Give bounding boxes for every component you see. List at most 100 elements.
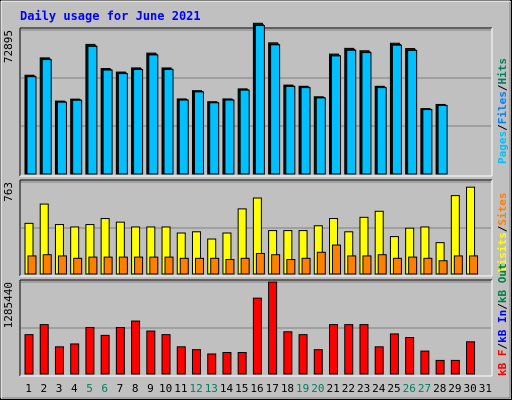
bar-kbf-day-30 [466, 341, 476, 375]
x-tick-label: 28 [433, 382, 446, 395]
bar-sites-day-6 [103, 256, 113, 275]
bar-kbf-day-18 [283, 331, 293, 375]
x-tick-label: 14 [220, 382, 234, 395]
bar-sites-day-8 [134, 256, 144, 275]
x-tick-label: 7 [117, 382, 124, 395]
bar-kbf-day-4 [70, 343, 80, 375]
bar-sites-day-16 [255, 253, 265, 275]
bar-sites-day-13 [210, 257, 220, 275]
bar-pages-day-6 [102, 69, 113, 175]
bar-pages-day-21 [331, 55, 342, 175]
bar-sites-day-21 [332, 244, 342, 275]
bar-kbf-day-7 [115, 326, 125, 375]
bar-pages-day-3 [56, 101, 67, 175]
bar-pages-day-19 [300, 87, 311, 175]
x-tick-label: 31 [479, 382, 492, 395]
x-tick-label: 29 [448, 382, 461, 395]
x-tick-label: 19 [296, 382, 309, 395]
bar-kbf-day-8 [131, 320, 141, 375]
y-max-label: 1285440 [2, 282, 15, 328]
bar-sites-day-22 [347, 255, 357, 275]
bar-sites-day-24 [377, 254, 387, 275]
bar-pages-day-1 [26, 76, 37, 175]
x-tick-label: 1 [25, 382, 32, 395]
bar-kbf-day-20 [313, 349, 323, 375]
x-tick-label: 24 [372, 382, 386, 395]
bar-pages-day-18 [285, 85, 296, 175]
bar-sites-day-18 [286, 259, 296, 275]
x-tick-label: 30 [464, 382, 477, 395]
bar-sites-day-1 [27, 255, 37, 275]
panel-visits-sites: 763 [2, 179, 493, 277]
bar-sites-day-12 [194, 257, 204, 275]
x-tick-label: 13 [205, 382, 218, 395]
panel-pages-files-hits: 72895 [2, 22, 493, 177]
bar-pages-day-10 [163, 69, 174, 175]
chart-title: Daily usage for June 2021 [20, 9, 201, 23]
x-tick-label: 25 [387, 382, 400, 395]
x-tick-label: 4 [71, 382, 78, 395]
bar-kbf-day-12 [191, 349, 201, 375]
bar-kbf-day-25 [389, 333, 399, 375]
bar-sites-day-4 [73, 257, 83, 275]
bar-pages-day-23 [361, 52, 372, 175]
bar-kbf-day-21 [329, 324, 339, 375]
bar-kbf-day-5 [85, 326, 95, 375]
x-tick-label: 12 [189, 382, 202, 395]
bar-sites-day-15 [240, 257, 250, 275]
bar-pages-day-24 [376, 87, 387, 175]
x-tick-label: 17 [266, 382, 279, 395]
bar-pages-day-16 [254, 25, 265, 175]
bar-kbf-day-19 [298, 334, 308, 375]
bar-kbf-day-6 [100, 334, 110, 375]
bar-pages-day-8 [133, 69, 144, 175]
y-max-label: 72895 [2, 30, 15, 63]
x-tick-label: 16 [250, 382, 263, 395]
bar-sites-day-23 [362, 255, 372, 275]
bar-kbf-day-17 [268, 281, 278, 375]
bar-sites-day-29 [453, 255, 463, 275]
bar-kbf-day-23 [359, 324, 369, 375]
bar-sites-day-11 [179, 257, 189, 275]
x-tick-label: 22 [342, 382, 355, 395]
bar-kbf-day-2 [39, 324, 49, 375]
x-tick-label: 6 [101, 382, 108, 395]
bar-sites-day-26 [408, 256, 418, 275]
bar-kbf-day-1 [24, 334, 34, 375]
y-max-label: 763 [2, 182, 15, 202]
legend-visits-sites: Visits/Sites [496, 193, 509, 273]
x-tick-label: 9 [147, 382, 154, 395]
x-tick-label: 26 [403, 382, 416, 395]
x-tick-label: 2 [41, 382, 48, 395]
x-tick-label: 18 [281, 382, 294, 395]
bar-sites-day-14 [225, 259, 235, 275]
bar-kbf-day-14 [222, 352, 232, 375]
bar-pages-day-11 [178, 99, 189, 175]
x-tick-label: 15 [235, 382, 248, 395]
bar-pages-day-9 [148, 54, 159, 175]
bar-sites-day-28 [438, 260, 448, 275]
panel-kb-f-in-out: 1285440 [2, 279, 493, 377]
x-tick-label: 10 [159, 382, 172, 395]
x-tick-label: 27 [418, 382, 431, 395]
bar-pages-day-12 [193, 91, 204, 175]
bar-sites-day-20 [316, 251, 326, 275]
bar-pages-day-15 [239, 89, 250, 175]
bar-pages-day-28 [437, 105, 448, 175]
x-axis-labels: 1 2 3 4 5 6 7 8 9 10 11 12 13 14 15 16 17 18 19 20 21 22 23 24 2… [25, 382, 492, 395]
bar-kbf-day-10 [161, 334, 171, 375]
bar-kbf-day-29 [450, 359, 460, 375]
bar-sites-day-25 [392, 257, 402, 275]
bar-kbf-day-11 [176, 346, 186, 375]
bar-sites-day-27 [423, 257, 433, 275]
bar-kbf-day-15 [237, 352, 247, 375]
bar-pages-day-7 [117, 73, 128, 175]
bar-kbf-day-22 [344, 324, 354, 375]
bar-kbf-day-28 [435, 359, 445, 375]
x-tick-label: 21 [327, 382, 340, 395]
bar-pages-day-13 [209, 102, 220, 175]
bar-kbf-day-27 [420, 350, 430, 375]
bar-kbf-day-24 [374, 346, 384, 375]
